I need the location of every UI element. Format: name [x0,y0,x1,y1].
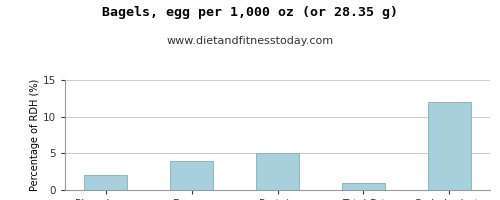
Bar [428,102,470,190]
Bar [84,175,127,190]
Y-axis label: Percentage of RDH (%): Percentage of RDH (%) [30,79,40,191]
Bar [342,183,385,190]
Bar [170,161,213,190]
Bar [256,153,299,190]
Text: Bagels, egg per 1,000 oz (or 28.35 g): Bagels, egg per 1,000 oz (or 28.35 g) [102,6,398,19]
Text: www.dietandfitnesstoday.com: www.dietandfitnesstoday.com [166,36,334,46]
